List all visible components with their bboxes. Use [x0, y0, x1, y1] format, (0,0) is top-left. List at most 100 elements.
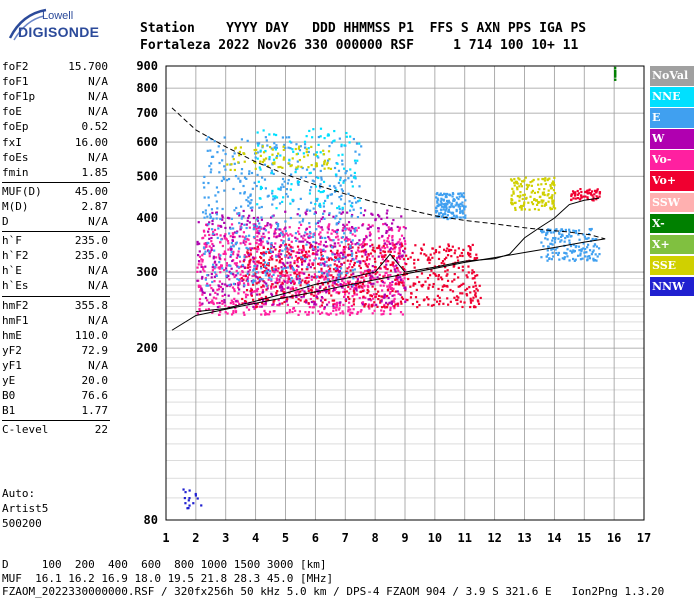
- echo-point: [199, 289, 202, 292]
- echo-point: [352, 208, 355, 211]
- echo-point: [242, 274, 245, 278]
- echo-point: [226, 239, 230, 243]
- echo-point: [360, 145, 363, 148]
- echo-point: [267, 298, 270, 301]
- echo-point: [353, 196, 356, 200]
- echo-point: [385, 305, 388, 309]
- echo-point: [289, 261, 292, 264]
- echo-point: [343, 276, 346, 279]
- echo-point: [310, 278, 313, 281]
- echo-point: [351, 205, 354, 208]
- echo-point: [340, 143, 343, 146]
- echo-point: [216, 236, 219, 240]
- echo-point: [285, 192, 288, 196]
- echo-point: [267, 262, 270, 265]
- echo-point: [324, 240, 327, 243]
- echo-point: [212, 255, 215, 258]
- echo-point: [265, 298, 268, 301]
- echo-point: [395, 259, 398, 262]
- echo-point: [339, 217, 342, 221]
- param-row: D N/A: [2, 215, 108, 229]
- echo-point: [337, 284, 340, 287]
- echo-point: [389, 282, 392, 285]
- echo-point: [252, 301, 255, 304]
- echo-point: [378, 267, 381, 270]
- echo-point: [563, 257, 566, 261]
- echo-point: [204, 250, 207, 253]
- echo-point: [280, 261, 283, 264]
- echo-point: [188, 504, 191, 507]
- echo-point: [196, 266, 199, 269]
- echo-point: [283, 265, 287, 268]
- echo-point: [307, 150, 310, 154]
- echo-point: [299, 197, 302, 200]
- echo-point: [217, 284, 220, 287]
- echo-point: [357, 260, 360, 263]
- echo-point: [310, 293, 313, 296]
- echo-point: [338, 207, 341, 211]
- echo-point: [230, 223, 234, 226]
- echo-point: [183, 496, 186, 500]
- echo-point: [197, 221, 200, 224]
- echo-point: [273, 286, 276, 289]
- echo-point: [304, 211, 307, 214]
- echo-point: [577, 233, 580, 236]
- echo-point: [369, 252, 373, 255]
- echo-point: [399, 246, 402, 249]
- echo-point: [270, 278, 273, 281]
- echo-point: [438, 193, 441, 197]
- echo-point: [550, 231, 553, 234]
- echo-point: [346, 267, 349, 270]
- param-row: MUF(D) 45.00: [2, 185, 108, 199]
- echo-point: [293, 262, 296, 265]
- echo-point: [358, 185, 361, 188]
- echo-point: [310, 145, 313, 149]
- echo-point: [224, 233, 227, 236]
- echo-point: [318, 291, 321, 294]
- echo-point: [547, 200, 550, 203]
- echo-point: [587, 189, 590, 192]
- echo-point: [548, 229, 552, 233]
- echo-point: [425, 254, 428, 257]
- echo-point: [400, 243, 403, 246]
- echo-point: [585, 251, 588, 254]
- echo-point: [261, 291, 265, 294]
- echo-point: [469, 297, 472, 300]
- echo-point: [317, 243, 321, 246]
- echo-point: [299, 299, 302, 302]
- echo-point: [221, 267, 224, 270]
- echo-point: [297, 180, 301, 184]
- echo-point: [394, 290, 397, 293]
- echo-point: [256, 271, 260, 274]
- echo-point: [304, 280, 307, 283]
- echo-point: [380, 279, 383, 283]
- echo-point: [448, 193, 451, 196]
- echo-point: [295, 153, 298, 156]
- echo-point: [557, 251, 560, 255]
- echo-point: [537, 208, 540, 211]
- echo-point: [322, 180, 326, 183]
- echo-point: [436, 201, 439, 204]
- echo-point: [337, 242, 340, 245]
- echo-point: [276, 222, 280, 226]
- echo-point: [390, 222, 394, 225]
- echo-point: [391, 234, 394, 238]
- echo-point: [370, 299, 373, 302]
- echo-point: [340, 272, 343, 275]
- echo-point: [227, 177, 231, 181]
- echo-point: [333, 230, 336, 233]
- echo-point: [295, 251, 298, 254]
- echo-point: [544, 177, 547, 180]
- echo-point: [291, 157, 294, 160]
- echo-point: [337, 154, 340, 157]
- echo-point: [292, 150, 295, 153]
- echo-point: [228, 232, 231, 235]
- echo-point: [329, 270, 332, 273]
- x-tick-label: 4: [252, 531, 259, 545]
- echo-point: [302, 247, 305, 250]
- echo-point: [473, 290, 476, 293]
- echo-point: [282, 263, 285, 266]
- echo-point: [199, 285, 202, 288]
- echo-point: [329, 312, 332, 315]
- echo-point: [537, 183, 540, 186]
